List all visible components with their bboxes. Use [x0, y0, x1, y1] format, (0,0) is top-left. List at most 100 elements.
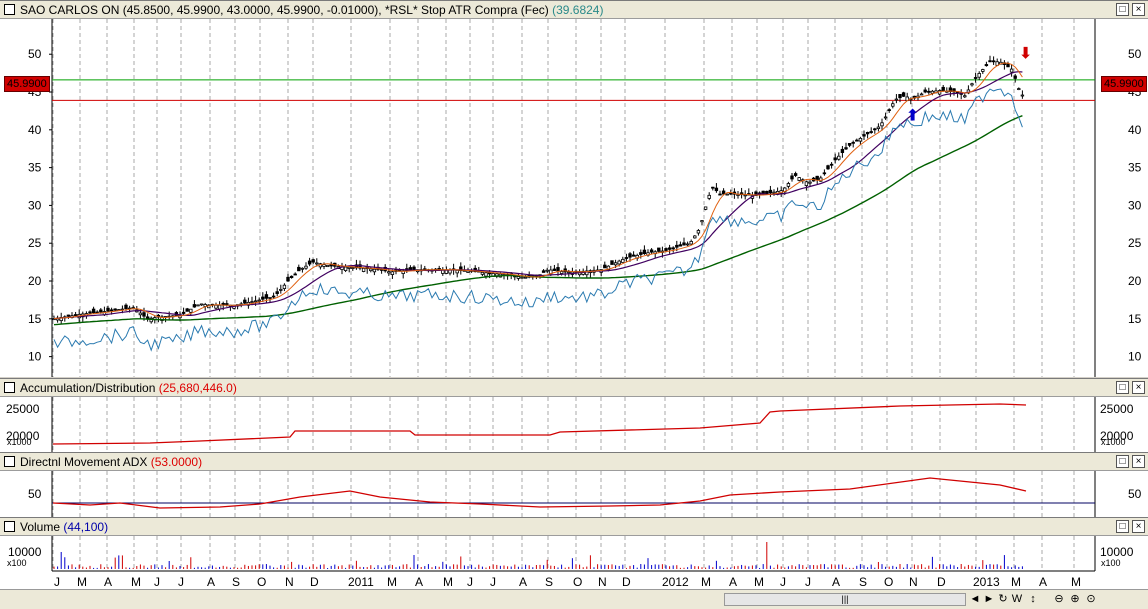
candle-body	[649, 249, 654, 253]
volume-value: (44,100)	[63, 520, 109, 534]
candle-body	[664, 248, 668, 251]
candle-body	[480, 272, 485, 275]
candle-body	[901, 92, 906, 97]
close-icon[interactable]: ×	[1132, 455, 1145, 468]
candle-body	[189, 308, 193, 313]
zoom-in-icon[interactable]: ⊕	[1070, 593, 1080, 605]
scroll-left-icon[interactable]: ◄	[969, 593, 981, 605]
candle-body	[372, 268, 377, 273]
chart-toolbar: ||| ◄ ► ↻ W ↕ ⊖ ⊕ ⊙	[0, 589, 1148, 609]
x-tick-label: A	[832, 575, 840, 589]
candle-body	[682, 242, 686, 246]
refresh-icon[interactable]: ↻	[998, 593, 1008, 605]
candle-body	[88, 311, 92, 314]
adx-chart[interactable]: 50 50	[0, 471, 1148, 517]
y-tick-right: 30	[1128, 198, 1142, 212]
pane-menu-icon[interactable]	[4, 521, 15, 532]
close-icon[interactable]: ×	[1132, 520, 1145, 533]
candle-body	[268, 296, 272, 299]
candle-body	[689, 240, 693, 245]
candle-body	[919, 93, 924, 96]
candle-body	[556, 267, 560, 272]
candle-body	[279, 288, 283, 291]
candle-body	[271, 295, 276, 298]
x-tick-label: M	[131, 575, 141, 589]
candle-body	[703, 206, 708, 210]
volume-title: Volume (44,100)	[20, 520, 108, 534]
zoom-out-icon[interactable]: ⊖	[1054, 593, 1064, 605]
candle-body	[693, 235, 697, 239]
restore-icon[interactable]: □	[1116, 3, 1129, 16]
reset-zoom-icon[interactable]: ⊙	[1086, 593, 1096, 605]
time-scrollbar[interactable]: |||	[724, 593, 966, 606]
buy-arrow-icon: ⬆	[906, 106, 919, 125]
volume-titlebar[interactable]: Volume (44,100) □ ×	[0, 518, 1148, 536]
price-pane-titlebar[interactable]: SAO CARLOS ON (45.8500, 45.9900, 43.0000…	[0, 1, 1148, 19]
restore-icon[interactable]: □	[1116, 381, 1129, 394]
pane-menu-icon[interactable]	[4, 4, 15, 15]
y-tick-left: 15	[28, 312, 42, 326]
candle-body	[390, 271, 395, 275]
candle-body	[196, 304, 200, 307]
y-tick-left: 20	[28, 274, 42, 288]
y-tick-left: 30	[28, 198, 42, 212]
candle-body	[282, 284, 287, 289]
x-tick-label: N	[285, 575, 294, 589]
weekly-period-button[interactable]: W	[1011, 593, 1023, 605]
candle-body	[217, 304, 222, 310]
candle-body	[984, 64, 989, 67]
close-icon[interactable]: ×	[1132, 3, 1145, 16]
x-tick-label: J	[780, 575, 786, 589]
y-tick-right: 10	[1128, 350, 1142, 364]
candle-body	[729, 192, 733, 195]
candle-body	[293, 273, 297, 276]
candle-body	[700, 220, 704, 223]
y-tick-right: 40	[1128, 123, 1142, 137]
candle-body	[257, 299, 261, 302]
candle-body	[1009, 68, 1014, 73]
candle-body	[624, 257, 629, 259]
fit-vertical-icon[interactable]: ↕	[1030, 593, 1036, 605]
candle-body	[286, 276, 290, 282]
y-tick-right: 25	[1128, 236, 1142, 250]
candle-body	[603, 264, 607, 269]
accdist-titlebar[interactable]: Accumulation/Distribution (25,680,446.0)…	[0, 379, 1148, 397]
candle-body	[887, 109, 891, 112]
candle-body	[559, 271, 564, 274]
candle-body	[243, 299, 247, 304]
pane-menu-icon[interactable]	[4, 382, 15, 393]
candle-body	[639, 252, 643, 255]
candle-body	[160, 316, 164, 321]
pane-menu-icon[interactable]	[4, 456, 15, 467]
scroll-grip[interactable]: |||	[841, 594, 849, 604]
x-tick-label: J	[154, 575, 160, 589]
candle-body	[685, 243, 690, 246]
candle-body	[264, 294, 269, 299]
x-tick-label: A	[104, 575, 112, 589]
candle-body	[387, 271, 391, 274]
candle-body	[1020, 94, 1025, 97]
adx-titlebar[interactable]: Directnl Movement ADX (53.0000) □ ×	[0, 453, 1148, 471]
candle-body	[289, 275, 294, 279]
ohlc-readout: (45.8500, 45.9900, 43.0000, 45.9900, -0.…	[122, 3, 382, 17]
y-tick-right: 10000	[1100, 545, 1134, 559]
candle-body	[315, 262, 319, 265]
candle-body	[466, 270, 470, 273]
close-icon[interactable]: ×	[1132, 381, 1145, 394]
candle-body	[786, 183, 791, 187]
x-tick-label: A	[1039, 575, 1047, 589]
mid-moving-average-line	[53, 71, 1023, 320]
candle-body	[923, 89, 927, 93]
restore-icon[interactable]: □	[1116, 455, 1129, 468]
scroll-right-icon[interactable]: ►	[983, 593, 995, 605]
restore-icon[interactable]: □	[1116, 520, 1129, 533]
candle-body	[865, 131, 870, 135]
candle-body	[347, 266, 351, 269]
candle-body	[181, 311, 186, 314]
y-tick-right: 35	[1128, 161, 1142, 175]
candle-body	[988, 60, 992, 63]
x-tick-label: J	[54, 575, 60, 589]
